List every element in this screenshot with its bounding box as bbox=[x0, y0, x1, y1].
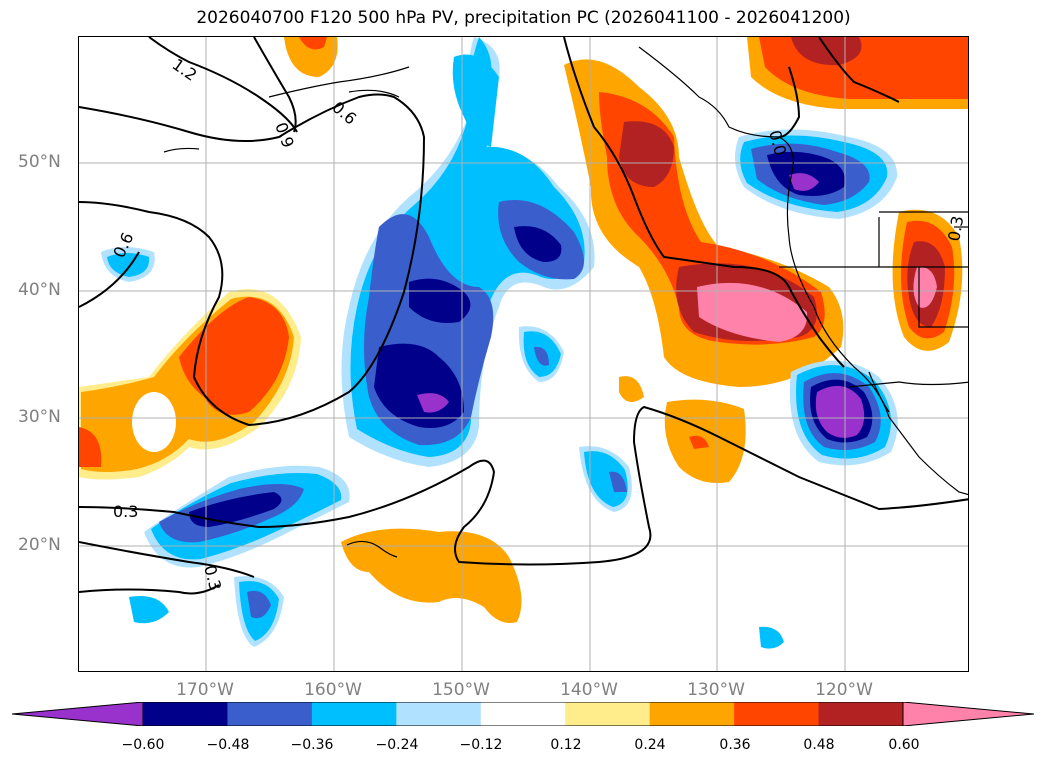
colorbar-tick: −0.12 bbox=[459, 737, 503, 753]
lat-label-20n: 20°N bbox=[18, 535, 61, 555]
cold-band-central bbox=[341, 37, 595, 467]
colorbar-tick: 0.60 bbox=[888, 737, 920, 753]
colorbar-segment bbox=[649, 702, 735, 726]
lon-label-140w: 140°W bbox=[560, 680, 618, 700]
colorbar bbox=[12, 702, 1034, 726]
colorbar-tick: −0.48 bbox=[206, 737, 250, 753]
lat-label-50n: 50°N bbox=[18, 152, 61, 172]
colorbar-tick: 0.12 bbox=[550, 737, 582, 753]
colorbar-extend-left bbox=[12, 702, 144, 726]
lon-label-160w: 160°W bbox=[304, 680, 362, 700]
colorbar-tick: 0.48 bbox=[803, 737, 835, 753]
colorbar-segments bbox=[143, 702, 904, 726]
contour-label: 0.3 bbox=[113, 502, 138, 521]
lon-label-170w: 170°W bbox=[176, 680, 234, 700]
colorbar-segment bbox=[565, 702, 651, 726]
warm-blob-topleft bbox=[284, 37, 338, 77]
colorbar-tick: −0.36 bbox=[290, 737, 334, 753]
map-plot-area[interactable]: 1.2 0.9 0.6 0.6 0.3 0.3 0.3 0.0 bbox=[78, 36, 969, 672]
coastlines bbox=[163, 46, 968, 558]
contour-label: 0.6 bbox=[328, 98, 360, 129]
lon-label-130w: 130°W bbox=[687, 680, 745, 700]
map-canvas: 1.2 0.9 0.6 0.6 0.3 0.3 0.3 0.0 bbox=[79, 37, 968, 671]
lat-label-30n: 30°N bbox=[18, 407, 61, 427]
warm-plume-central bbox=[564, 59, 844, 388]
contour-label: 0.3 bbox=[944, 214, 967, 242]
contour-label: 1.2 bbox=[169, 55, 201, 85]
colorbar-tick: 0.24 bbox=[634, 737, 666, 753]
warm-blob-northeast bbox=[747, 37, 968, 109]
cold-blob-southeast bbox=[789, 360, 898, 466]
lon-label-120w: 120°W bbox=[815, 680, 873, 700]
colorbar-extend-right bbox=[902, 702, 1034, 726]
colorbar-segment bbox=[143, 702, 228, 726]
pv-contours bbox=[79, 37, 968, 595]
graticule bbox=[79, 37, 968, 671]
cold-band-southwest bbox=[144, 465, 350, 568]
colorbar-tick: 0.36 bbox=[719, 737, 751, 753]
colorbar-segment bbox=[396, 702, 482, 726]
map-title: 2026040700 F120 500 hPa PV, precipitatio… bbox=[196, 8, 851, 28]
lon-label-150w: 150°W bbox=[432, 680, 490, 700]
warm-blob-west bbox=[79, 289, 301, 480]
colorbar-tick: −0.24 bbox=[375, 737, 419, 753]
lat-label-40n: 40°N bbox=[18, 280, 61, 300]
colorbar-tick: −0.60 bbox=[121, 737, 165, 753]
cold-blobs-small bbox=[101, 54, 784, 649]
colorbar-segment bbox=[734, 702, 820, 726]
colorbar-segment bbox=[480, 702, 566, 726]
colorbar-segment bbox=[311, 702, 397, 726]
colorbar-segment bbox=[818, 702, 904, 726]
cold-blob-north bbox=[735, 129, 898, 219]
colorbar-segment bbox=[227, 702, 313, 726]
contour-label: 0.9 bbox=[271, 120, 298, 150]
warm-blob-east bbox=[892, 209, 963, 351]
